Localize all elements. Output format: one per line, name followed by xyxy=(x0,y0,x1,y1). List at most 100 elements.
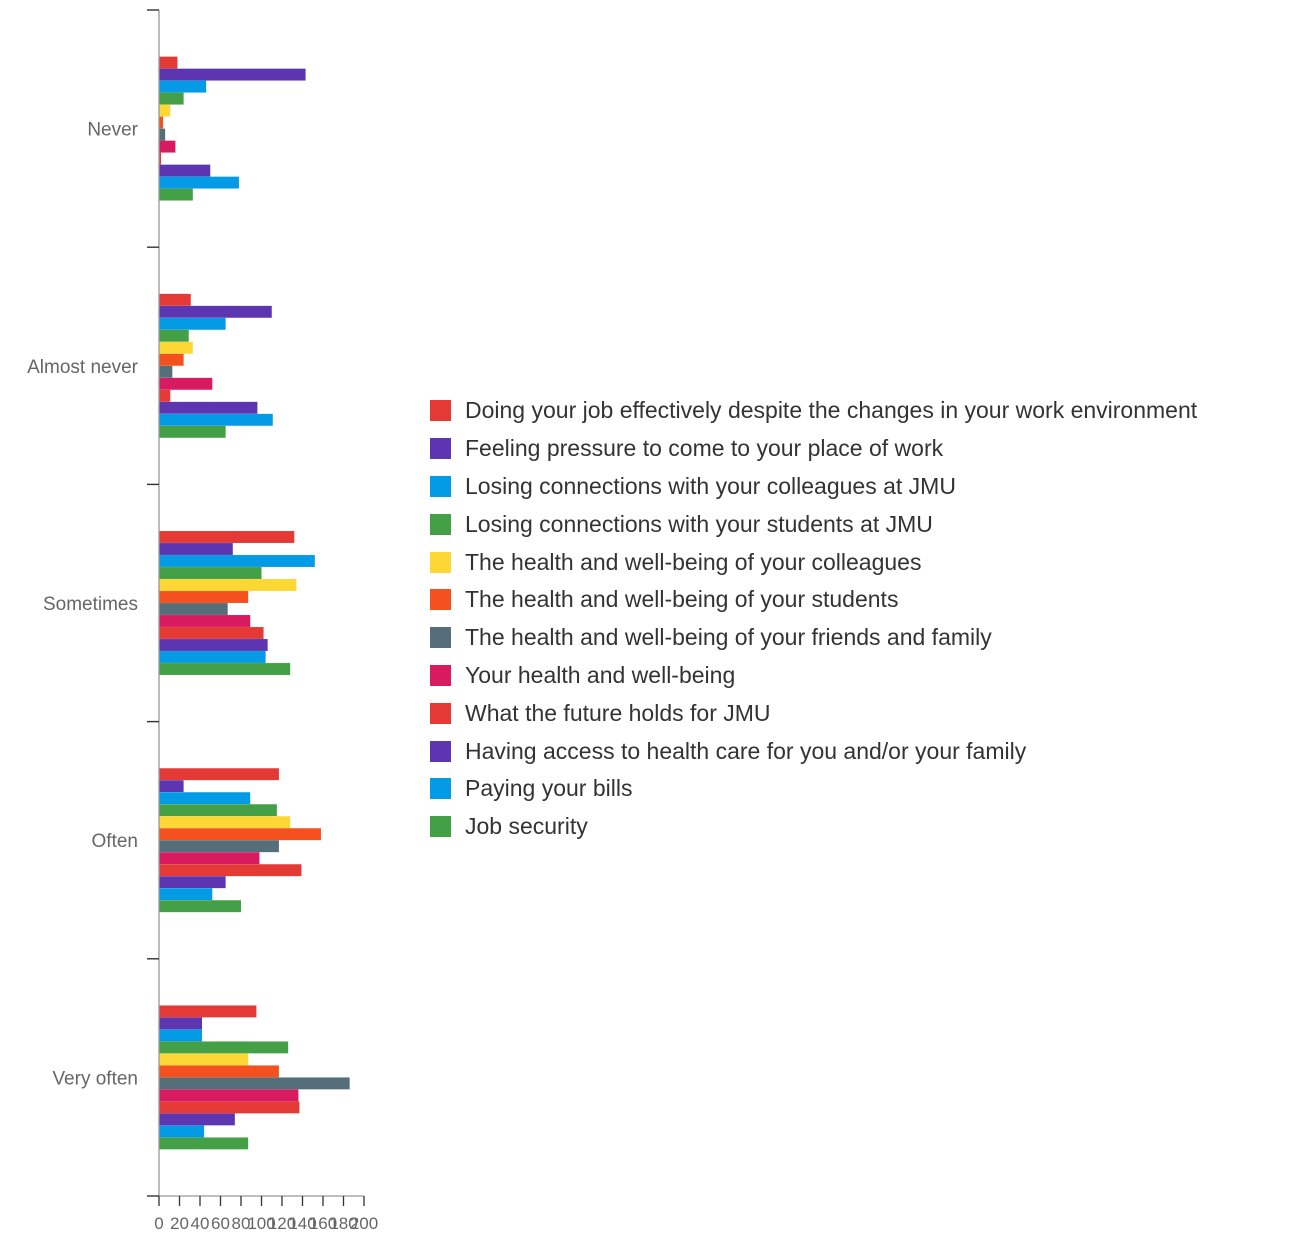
bar-almost-never-series-3 xyxy=(159,317,226,330)
legend-label: Losing connections with your students at… xyxy=(465,510,933,537)
legend-item: Losing connections with your students at… xyxy=(430,505,1197,543)
category-label: Almost never xyxy=(27,357,139,378)
bar-very-often-series-8 xyxy=(159,1089,299,1102)
bar-sometimes-series-7 xyxy=(159,603,228,615)
bar-never-series-10 xyxy=(159,164,211,177)
bar-sometimes-series-1 xyxy=(159,531,295,543)
x-tick-label: 0 xyxy=(154,1214,163,1233)
category-labels: Never Almost never Sometimes Often Very ofte… xyxy=(27,120,139,1090)
legend-swatch xyxy=(430,740,451,762)
bar-very-often-series-2 xyxy=(159,1017,203,1030)
bar-often-series-5 xyxy=(159,816,291,829)
legend-label: Feeling pressure to come to your place o… xyxy=(465,435,944,462)
bar-sometimes-series-8 xyxy=(159,615,251,627)
bar-almost-never-series-1 xyxy=(159,293,191,306)
legend-label: Job security xyxy=(465,813,588,840)
legend-item: Doing your job effectively despite the c… xyxy=(430,392,1197,430)
bar-never-series-5 xyxy=(159,104,171,117)
bar-often-series-9 xyxy=(159,864,302,877)
legend-swatch xyxy=(430,551,451,573)
bar-never-series-11 xyxy=(159,176,239,189)
legend-label: Paying your bills xyxy=(465,775,633,802)
legend-swatch xyxy=(430,400,451,422)
bar-often-series-4 xyxy=(159,804,277,817)
bar-almost-never-series-8 xyxy=(159,377,213,390)
bar-often-series-6 xyxy=(159,828,321,841)
legend-label: Having access to health care for you and… xyxy=(465,737,1027,764)
legend-swatch xyxy=(430,816,451,838)
category-label: Never xyxy=(87,120,138,141)
legend-swatch xyxy=(430,627,451,649)
bar-often-series-2 xyxy=(159,780,184,793)
x-tick-label: 20 xyxy=(170,1214,189,1233)
legend-item: The health and well-being of your collea… xyxy=(430,543,1197,581)
category-label: Often xyxy=(92,831,138,852)
bar-sometimes-series-11 xyxy=(159,651,266,663)
bar-never-series-9 xyxy=(159,152,162,165)
x-tick-label: 40 xyxy=(191,1214,210,1233)
bar-often-series-8 xyxy=(159,852,260,865)
category-label: Sometimes xyxy=(43,594,138,615)
bar-very-often-series-11 xyxy=(159,1125,205,1138)
bar-almost-never-series-10 xyxy=(159,401,258,414)
bar-almost-never-series-2 xyxy=(159,305,272,318)
bar-never-series-12 xyxy=(159,188,193,201)
bar-very-often-series-12 xyxy=(159,1137,249,1150)
legend-item: The health and well-being of your studen… xyxy=(430,581,1197,619)
bar-almost-never-series-12 xyxy=(159,425,226,438)
legend-label: What the future holds for JMU xyxy=(465,699,771,726)
x-tick-label: 140 xyxy=(288,1214,316,1233)
legend-item: The health and well-being of your friend… xyxy=(430,619,1197,657)
bar-often-series-7 xyxy=(159,840,279,853)
bar-almost-never-series-5 xyxy=(159,341,193,354)
bar-almost-never-series-7 xyxy=(159,365,173,378)
legend-swatch xyxy=(430,664,451,686)
bar-sometimes-series-12 xyxy=(159,663,291,675)
bar-very-often-series-4 xyxy=(159,1041,289,1054)
x-tick-label: 100 xyxy=(247,1214,275,1233)
bar-very-often-series-10 xyxy=(159,1113,235,1126)
bar-never-series-3 xyxy=(159,80,207,93)
legend-item: Losing connections with your colleagues … xyxy=(430,468,1197,506)
legend-label: The health and well-being of your friend… xyxy=(465,624,992,651)
legend-swatch xyxy=(430,513,451,535)
legend-swatch xyxy=(430,475,451,497)
bar-almost-never-series-9 xyxy=(159,389,171,402)
legend-label: Doing your job effectively despite the c… xyxy=(465,397,1198,424)
bar-never-series-6 xyxy=(159,116,164,129)
legend-item: Feeling pressure to come to your place o… xyxy=(430,430,1197,468)
legend-swatch xyxy=(430,438,451,460)
bar-almost-never-series-4 xyxy=(159,329,189,342)
bar-often-series-11 xyxy=(159,888,213,901)
legend-label: Losing connections with your colleagues … xyxy=(465,472,956,499)
bar-never-series-7 xyxy=(159,128,166,141)
bar-almost-never-series-6 xyxy=(159,353,184,366)
bar-never-series-1 xyxy=(159,56,178,69)
legend-item: Having access to health care for you and… xyxy=(430,732,1197,770)
x-tick-label: 60 xyxy=(211,1214,230,1233)
bar-very-often-series-1 xyxy=(159,1005,257,1018)
bar-often-series-12 xyxy=(159,900,241,913)
legend-item: Job security xyxy=(430,808,1197,846)
bar-very-often-series-6 xyxy=(159,1065,279,1078)
x-tick-label: 80 xyxy=(232,1214,251,1233)
bar-often-series-3 xyxy=(159,792,251,805)
x-tick-label: 180 xyxy=(329,1214,357,1233)
category-label: Very often xyxy=(52,1068,138,1089)
legend-item: Paying your bills xyxy=(430,770,1197,808)
bar-never-series-2 xyxy=(159,68,306,81)
legend-item: Your health and well-being xyxy=(430,657,1197,695)
bars-group xyxy=(159,56,350,1150)
bar-very-often-series-5 xyxy=(159,1053,249,1066)
legend-label: The health and well-being of your collea… xyxy=(465,548,922,575)
bar-sometimes-series-3 xyxy=(159,555,315,567)
x-tick-label: 160 xyxy=(309,1214,337,1233)
legend-swatch xyxy=(430,589,451,611)
bar-chart: Never Almost never Sometimes Often Very ofte… xyxy=(27,9,378,1233)
bar-sometimes-series-10 xyxy=(159,639,268,651)
legend: Doing your job effectively despite the c… xyxy=(430,392,1197,846)
legend-item: What the future holds for JMU xyxy=(430,694,1197,732)
bar-often-series-10 xyxy=(159,876,226,889)
y-axis-ticks xyxy=(147,9,159,1197)
